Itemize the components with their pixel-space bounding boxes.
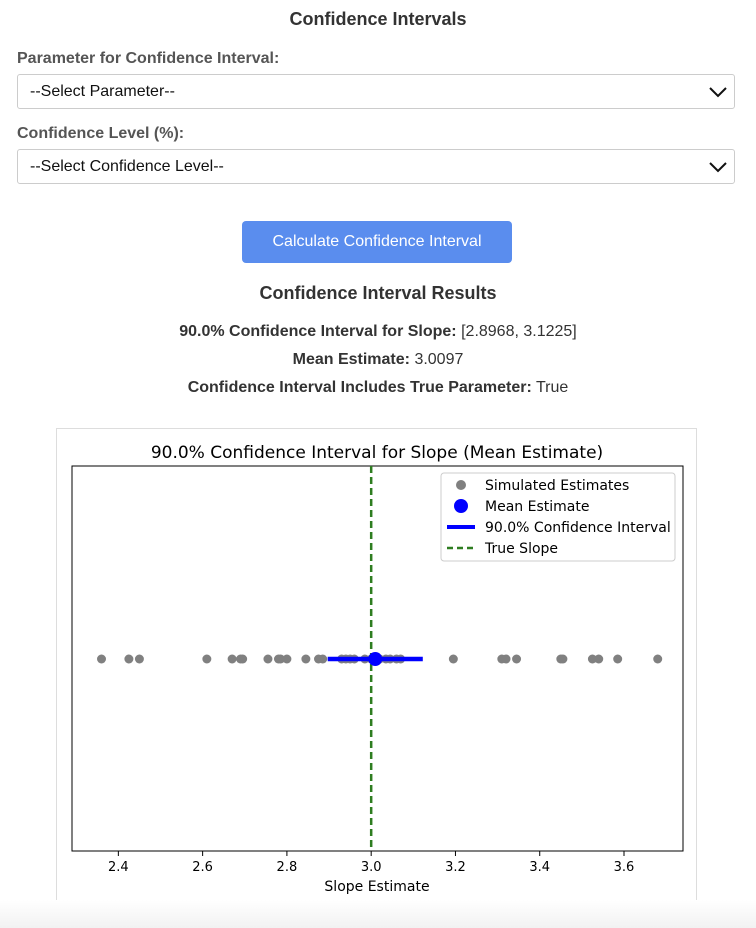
parameter-select[interactable]: --Select Parameter-- [17, 74, 735, 109]
simulated-estimate-point [587, 654, 597, 664]
interval-result-value: [2.8968, 3.1225] [461, 323, 577, 340]
simulated-estimate-point [134, 654, 144, 664]
mean-result-value: 3.0097 [414, 351, 464, 368]
confidence-level-label: Confidence Level (%): [17, 125, 185, 142]
simulated-estimate-point [227, 654, 237, 664]
simulated-estimate-point [96, 654, 106, 664]
simulated-estimate-point [448, 654, 458, 664]
legend-marker-simulated [456, 480, 466, 490]
mean-result-label: Mean Estimate: [292, 351, 410, 368]
confidence-level-select-value: --Select Confidence Level-- [30, 158, 224, 175]
chevron-down-icon [709, 87, 727, 98]
interval-result-label: 90.0% Confidence Interval for Slope: [179, 323, 457, 340]
legend-label-mean: Mean Estimate [485, 499, 589, 515]
x-tick-label: 3.0 [361, 860, 382, 875]
mean-estimate-point [368, 652, 383, 666]
includes-result-value: True [535, 379, 569, 396]
page-bottom-fade [0, 900, 756, 928]
parameter-select-value: --Select Parameter-- [30, 83, 175, 100]
legend-label-interval: 90.0% Confidence Interval [485, 520, 671, 536]
chevron-down-icon [709, 162, 727, 173]
chart-title: 90.0% Confidence Interval for Slope (Mea… [151, 443, 603, 463]
simulated-estimate-point [653, 654, 663, 664]
simulated-estimate-point [263, 654, 273, 664]
page-title: Confidence Intervals [289, 9, 467, 29]
results-title: Confidence Interval Results [259, 283, 497, 303]
x-tick-label: 3.4 [529, 860, 550, 875]
simulated-estimate-point [501, 654, 511, 664]
simulated-estimate-point [238, 654, 248, 664]
x-axis: 2.4 2.6 2.8 3.0 3.2 3.4 3.6 [108, 851, 634, 875]
legend-label-true-slope: True Slope [484, 541, 558, 557]
points-layer [96, 466, 663, 851]
x-tick-label: 2.4 [108, 860, 129, 875]
simulated-estimate-point [318, 654, 328, 664]
parameter-label: Parameter for Confidence Interval: [17, 50, 280, 67]
simulated-estimate-point [613, 654, 623, 664]
simulated-estimate-point [282, 654, 292, 664]
simulated-estimate-point [124, 654, 134, 664]
calculate-button[interactable]: Calculate Confidence Interval [242, 221, 512, 263]
confidence-interval-chart: 90.0% Confidence Interval for Slope (Mea… [71, 443, 684, 895]
x-tick-label: 2.8 [277, 860, 298, 875]
simulated-estimate-point [301, 654, 311, 664]
mean-result: Mean Estimate: 3.0097 [0, 351, 756, 369]
simulated-estimate-point [276, 654, 286, 664]
simulated-estimate-point [512, 654, 522, 664]
x-axis-label: Slope Estimate [324, 879, 429, 895]
interval-result: 90.0% Confidence Interval for Slope: [2.… [0, 323, 756, 341]
x-tick-label: 3.2 [445, 860, 466, 875]
simulated-estimate-point [202, 654, 212, 664]
x-tick-label: 2.6 [192, 860, 213, 875]
confidence-level-select[interactable]: --Select Confidence Level-- [17, 149, 735, 184]
legend-label-simulated: Simulated Estimates [485, 478, 629, 494]
includes-result: Confidence Interval Includes True Parame… [0, 379, 756, 397]
legend: Simulated Estimates Mean Estimate 90.0% … [440, 472, 676, 562]
legend-box [440, 472, 676, 562]
simulated-estimate-point [594, 654, 604, 664]
x-tick-label: 3.6 [614, 860, 635, 875]
includes-result-label: Confidence Interval Includes True Parame… [187, 379, 532, 396]
plot-container: 90.0% Confidence Interval for Slope (Mea… [56, 428, 697, 909]
legend-marker-mean [454, 499, 468, 513]
simulated-estimate-point [558, 654, 568, 664]
